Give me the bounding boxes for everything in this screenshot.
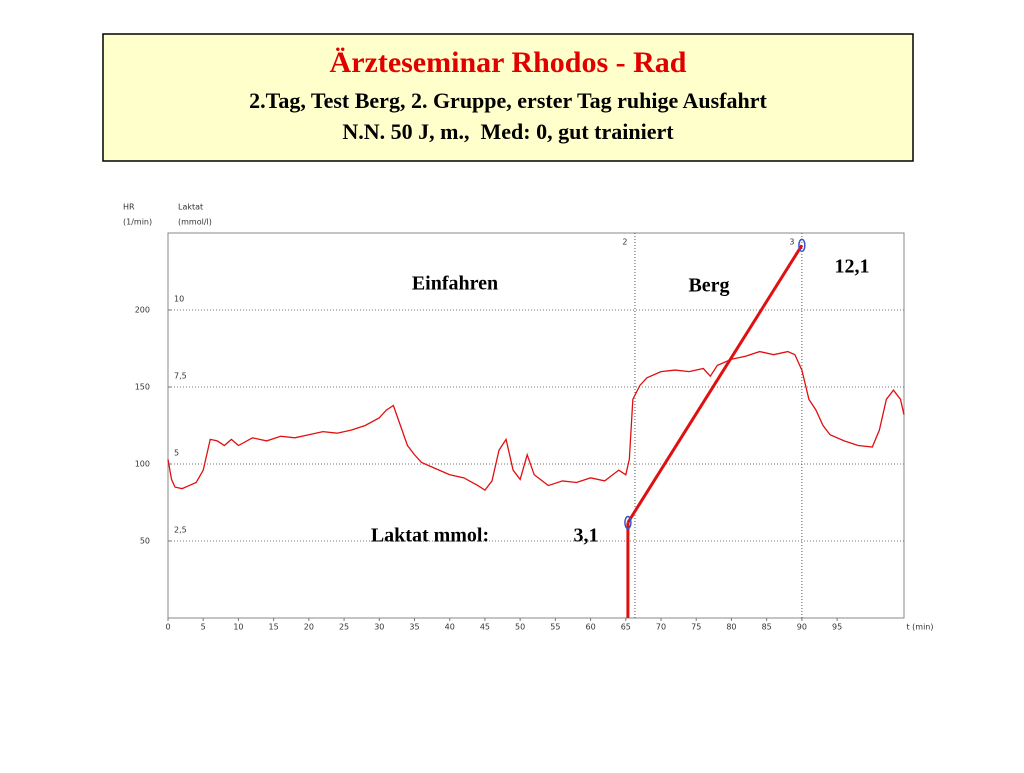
hr-line [167,350,905,492]
chart-subtitle: N.N. 50 J, m., Med: 0, gut trainiert [342,119,674,144]
y2-tick-label: 10 [174,295,184,304]
lactate-point [624,515,632,530]
x-tick-label: 20 [304,623,314,632]
y2-tick-label: 2,5 [174,526,187,535]
x-tick-label: 90 [797,623,807,632]
x-tick-label: 60 [585,623,595,632]
y-tick-label: 50 [140,537,150,546]
x-tick-label: 50 [515,623,525,632]
x-tick-label: 70 [656,623,666,632]
plot-area [167,232,905,619]
y-axis-title: HR [123,203,135,212]
x-axis-title: t (min) [906,623,933,632]
x-tick-label: 75 [691,623,701,632]
x-tick-label: 40 [445,623,455,632]
chart-subtitle: 2.Tag, Test Berg, 2. Gruppe, erster Tag … [249,88,767,113]
x-tick-label: 45 [480,623,490,632]
x-tick-label: 30 [374,623,384,632]
x-tick-label: 85 [762,623,772,632]
value-label: 3,1 [574,525,599,547]
y-tick-label: 150 [135,383,150,392]
x-tick-label: 25 [339,623,349,632]
phase-label: 2 [622,238,627,247]
lactate-point [798,238,806,253]
x-tick-label: 55 [550,623,560,632]
title-box [102,33,914,162]
y2-tick-label: 5 [174,449,179,458]
x-tick-label: 80 [726,623,736,632]
x-tick-label: 0 [165,623,170,632]
x-tick-label: 10 [233,623,243,632]
x-tick-label: 15 [269,623,279,632]
y2-axis-title: Laktat [178,203,203,212]
chart-title: Ärzteseminar Rhodos - Rad [330,46,687,79]
x-tick-label: 35 [409,623,419,632]
y-tick-label: 200 [135,306,150,315]
phase-label: 3 [789,238,794,247]
x-tick-label: 65 [621,623,631,632]
x-tick-label: 5 [201,623,206,632]
lactate-line [626,244,804,524]
y-tick-label: 100 [135,460,150,469]
y2-axis-title: (mmol/l) [178,218,212,227]
x-tick-label: 95 [832,623,842,632]
y-axis-title: (1/min) [123,218,152,227]
annotation: Einfahren [412,273,498,295]
y2-tick-label: 7,5 [174,372,187,381]
annotation: Laktat mmol: [371,525,489,547]
value-label: 12,1 [835,256,870,278]
annotation: Berg [688,275,729,297]
